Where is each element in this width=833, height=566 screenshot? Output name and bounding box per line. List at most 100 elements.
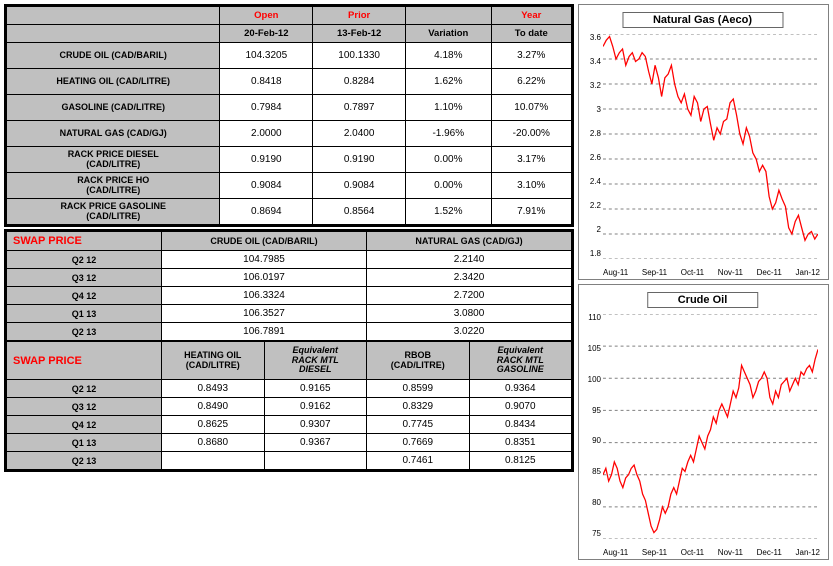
prior-value: 0.8284 — [313, 69, 406, 95]
ytd-value: 6.22% — [491, 69, 571, 95]
x-tick: Aug-11 — [603, 268, 628, 277]
chart-title: Crude Oil — [647, 292, 759, 308]
swap2-col1: EquivalentRACK MTLDIESEL — [264, 342, 367, 380]
y-tick: 105 — [583, 344, 601, 353]
open-value: 0.8694 — [220, 199, 313, 225]
y-tick: 2.6 — [583, 153, 601, 162]
y-tick: 95 — [583, 406, 601, 415]
y-tick: 2.2 — [583, 201, 601, 210]
swap-tables-wrap: SWAP PRICE CRUDE OIL (CAD/BARIL) NATURAL… — [4, 229, 574, 472]
swap2-col3: EquivalentRACK MTLGASOLINE — [469, 342, 572, 380]
todate-header: To date — [491, 25, 571, 43]
swap1-col1: CRUDE OIL (CAD/BARIL) — [162, 232, 367, 251]
row-label: GASOLINE (CAD/LITRE) — [7, 95, 220, 121]
swap-value: 0.9070 — [469, 398, 572, 416]
chart-plot-area — [603, 314, 818, 539]
swap-value: 0.8599 — [367, 380, 470, 398]
y-tick: 110 — [583, 313, 601, 322]
x-axis-labels: Aug-11Sep-11Oct-11Nov-11Dec-11Jan-12 — [603, 548, 820, 557]
swap1-col2: NATURAL GAS (CAD/GJ) — [367, 232, 572, 251]
variation-value: 0.00% — [406, 147, 491, 173]
swap-value: 0.8493 — [162, 380, 265, 398]
swap-value: 0.7461 — [367, 452, 470, 470]
y-tick: 85 — [583, 467, 601, 476]
swap-value: 0.8680 — [162, 434, 265, 452]
chart-plot-area — [603, 34, 818, 259]
swap-value: 0.7745 — [367, 416, 470, 434]
swap-value: 0.8329 — [367, 398, 470, 416]
prior-value: 2.0400 — [313, 121, 406, 147]
quarter-label: Q1 13 — [7, 434, 162, 452]
swap-price-label: SWAP PRICE — [7, 232, 162, 251]
row-label: RACK PRICE HO(CAD/LITRE) — [7, 173, 220, 199]
swap-price-label: SWAP PRICE — [7, 342, 162, 380]
row-label: RACK PRICE DIESEL(CAD/LITRE) — [7, 147, 220, 173]
chart-series-line — [603, 37, 818, 241]
open-value: 0.9190 — [220, 147, 313, 173]
row-label: CRUDE OIL (CAD/BARIL) — [7, 43, 220, 69]
y-tick: 80 — [583, 498, 601, 507]
y-axis-labels: 3.63.43.232.82.62.42.221.8 — [583, 33, 601, 258]
swap2-col2: RBOB(CAD/LITRE) — [367, 342, 470, 380]
prior-header: Prior — [313, 7, 406, 25]
quarter-label: Q2 12 — [7, 380, 162, 398]
quarter-label: Q4 12 — [7, 416, 162, 434]
row-label: RACK PRICE GASOLINE(CAD/LITRE) — [7, 199, 220, 225]
right-column: Natural Gas (Aeco) 3.63.43.232.82.62.42.… — [578, 4, 829, 560]
x-tick: Oct-11 — [681, 548, 704, 557]
y-axis-labels: 1101051009590858075 — [583, 313, 601, 538]
swap-table-2: SWAP PRICE HEATING OIL(CAD/LITRE) Equiva… — [6, 341, 572, 470]
y-tick: 75 — [583, 529, 601, 538]
open-value: 0.7984 — [220, 95, 313, 121]
open-value: 104.3205 — [220, 43, 313, 69]
blank-header — [7, 7, 220, 25]
swap-value: 0.9307 — [264, 416, 367, 434]
ytd-value: 7.91% — [491, 199, 571, 225]
open-header: Open — [220, 7, 313, 25]
swap-value — [162, 452, 265, 470]
chart-series-line — [603, 349, 818, 532]
x-tick: Dec-11 — [757, 548, 782, 557]
x-tick: Jan-12 — [796, 268, 820, 277]
y-tick: 3.4 — [583, 57, 601, 66]
left-column: Open Prior Year 20-Feb-12 13-Feb-12 Vari… — [4, 4, 574, 560]
x-tick: Sep-11 — [642, 268, 667, 277]
quarter-label: Q2 13 — [7, 452, 162, 470]
swap-value: 0.9367 — [264, 434, 367, 452]
swap-value: 0.8434 — [469, 416, 572, 434]
chart-title: Natural Gas (Aeco) — [622, 12, 783, 28]
natural-gas-chart: Natural Gas (Aeco) 3.63.43.232.82.62.42.… — [578, 4, 829, 280]
swap-value: 0.8125 — [469, 452, 572, 470]
blank-header — [406, 7, 491, 25]
open-value: 0.8418 — [220, 69, 313, 95]
swap-value: 0.9165 — [264, 380, 367, 398]
natgas-swap-value: 2.3420 — [367, 269, 572, 287]
quarter-label: Q3 12 — [7, 269, 162, 287]
year-header: Year — [491, 7, 571, 25]
y-tick: 2 — [583, 225, 601, 234]
open-value: 2.0000 — [220, 121, 313, 147]
crude-swap-value: 106.7891 — [162, 323, 367, 341]
open-value: 0.9084 — [220, 173, 313, 199]
x-tick: Oct-11 — [681, 268, 704, 277]
ytd-value: 3.17% — [491, 147, 571, 173]
x-tick: Nov-11 — [718, 268, 743, 277]
natgas-swap-value: 3.0220 — [367, 323, 572, 341]
page-container: Open Prior Year 20-Feb-12 13-Feb-12 Vari… — [4, 4, 829, 560]
x-tick: Nov-11 — [718, 548, 743, 557]
blank-header — [7, 25, 220, 43]
ytd-value: -20.00% — [491, 121, 571, 147]
y-tick: 2.4 — [583, 177, 601, 186]
swap-value: 0.8625 — [162, 416, 265, 434]
commodity-table: Open Prior Year 20-Feb-12 13-Feb-12 Vari… — [6, 6, 572, 225]
variation-header: Variation — [406, 25, 491, 43]
swap2-col0: HEATING OIL(CAD/LITRE) — [162, 342, 265, 380]
prior-value: 0.8564 — [313, 199, 406, 225]
x-tick: Sep-11 — [642, 548, 667, 557]
swap-value: 0.9364 — [469, 380, 572, 398]
variation-value: 0.00% — [406, 173, 491, 199]
prior-value: 0.7897 — [313, 95, 406, 121]
crude-swap-value: 106.0197 — [162, 269, 367, 287]
quarter-label: Q1 13 — [7, 305, 162, 323]
open-date: 20-Feb-12 — [220, 25, 313, 43]
